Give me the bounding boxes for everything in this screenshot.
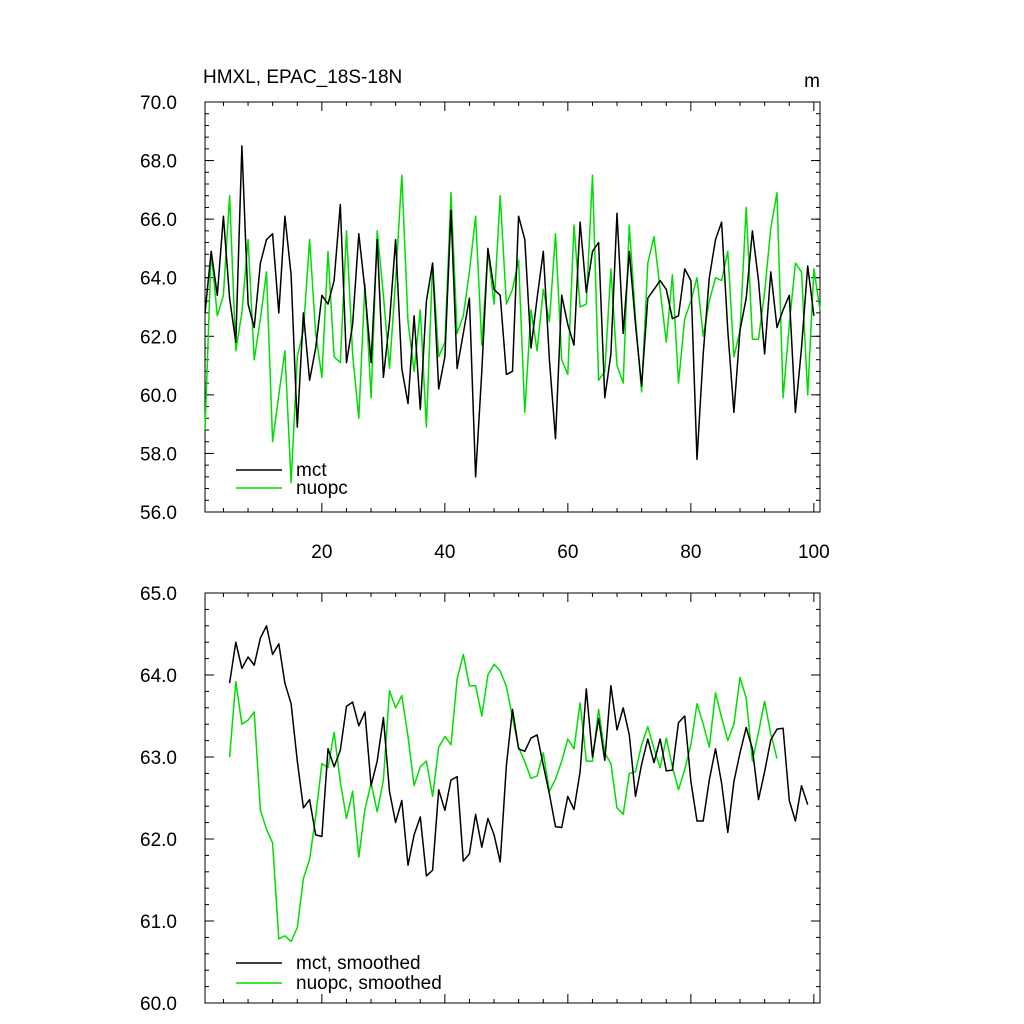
legend-label: nuopc bbox=[296, 478, 348, 499]
y-tick-label: 64.0 bbox=[140, 666, 177, 687]
top-panel: HMXL, EPAC_18S-18N m 56.0 58.0 60.0 62.0 64.… bbox=[140, 67, 830, 563]
x-tick-label: 100 bbox=[798, 542, 830, 563]
y-tick-label: 68.0 bbox=[140, 152, 177, 173]
series-line-nuopc-smoothed bbox=[228, 653, 778, 943]
legend-label: nuopc, smoothed bbox=[296, 973, 442, 994]
plot-frame bbox=[204, 101, 821, 513]
plot-frame bbox=[204, 592, 821, 1004]
bottom-panel: 60.0 61.0 62.0 63.0 64.0 65.0 mct, smoothednuo… bbox=[140, 584, 821, 1015]
series-line-mct bbox=[204, 145, 815, 478]
y-tick-label: 61.0 bbox=[140, 912, 177, 933]
x-tick-label: 60 bbox=[557, 542, 578, 563]
y-tick-label: 62.0 bbox=[140, 327, 177, 348]
y-tick-label: 60.0 bbox=[140, 994, 177, 1015]
legend-label: mct bbox=[296, 460, 327, 481]
x-tick-label: 80 bbox=[680, 542, 701, 563]
x-tick-label: 40 bbox=[434, 542, 455, 563]
units-label: m bbox=[804, 71, 820, 92]
y-tick-label: 63.0 bbox=[140, 748, 177, 769]
legend-label: mct, smoothed bbox=[296, 953, 421, 974]
x-tick-label: 20 bbox=[311, 542, 332, 563]
y-tick-label: 56.0 bbox=[140, 503, 177, 524]
series-line-nuopc bbox=[204, 174, 821, 484]
y-tick-label: 66.0 bbox=[140, 210, 177, 231]
series-line-mct-smoothed bbox=[228, 625, 809, 877]
y-tick-label: 58.0 bbox=[140, 444, 177, 465]
y-tick-label: 65.0 bbox=[140, 584, 177, 605]
y-tick-label: 62.0 bbox=[140, 830, 177, 851]
y-tick-label: 64.0 bbox=[140, 269, 177, 290]
chart-title: HMXL, EPAC_18S-18N bbox=[203, 67, 402, 88]
y-tick-label: 60.0 bbox=[140, 386, 177, 407]
y-tick-label: 70.0 bbox=[140, 93, 177, 114]
